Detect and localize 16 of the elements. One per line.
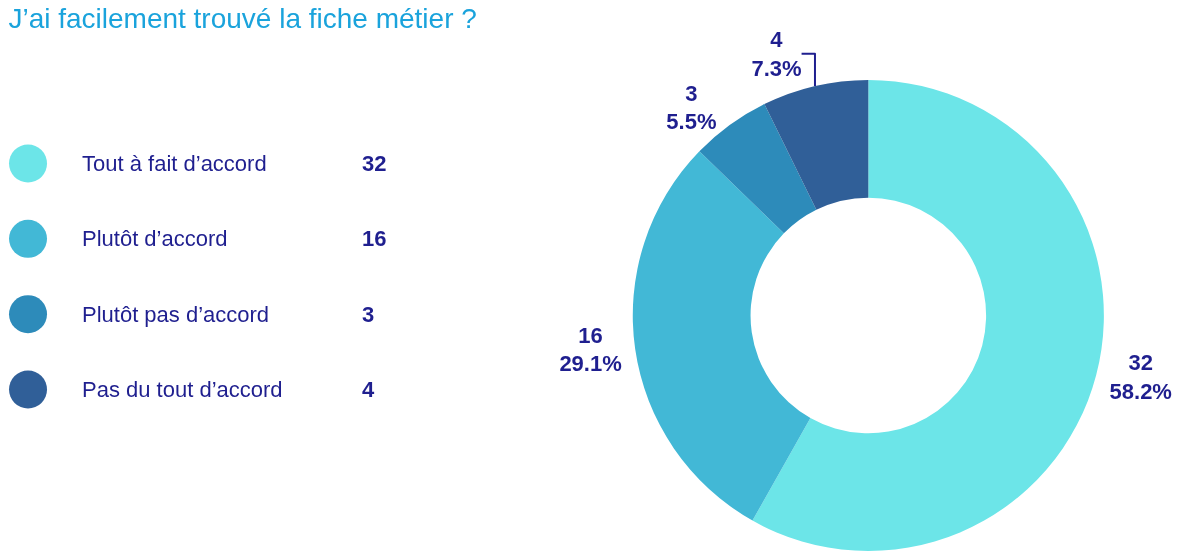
legend-label: Plutôt pas d’accord	[82, 302, 270, 327]
text: 4	[362, 377, 375, 402]
text: 16	[362, 226, 387, 251]
donut-slice	[752, 79, 1104, 551]
donut-slice	[632, 151, 811, 521]
legend-label: Pas du tout d’accord	[82, 377, 283, 402]
chart-title: J’ai facilement trouvé la fiche métier ?	[8, 2, 477, 34]
legend-label: Plutôt d’accord	[82, 226, 228, 251]
data-label: 16 29.1%	[559, 322, 622, 377]
text: 3	[362, 302, 375, 327]
legend-label: Tout à fait d’accord	[82, 151, 267, 176]
data-label: 4 7.3%	[751, 26, 802, 81]
data-label: 3 5.5%	[666, 80, 717, 135]
donut-slice	[764, 79, 869, 210]
data-label: 32 58.2%	[1109, 350, 1172, 404]
text: 32	[362, 151, 387, 176]
